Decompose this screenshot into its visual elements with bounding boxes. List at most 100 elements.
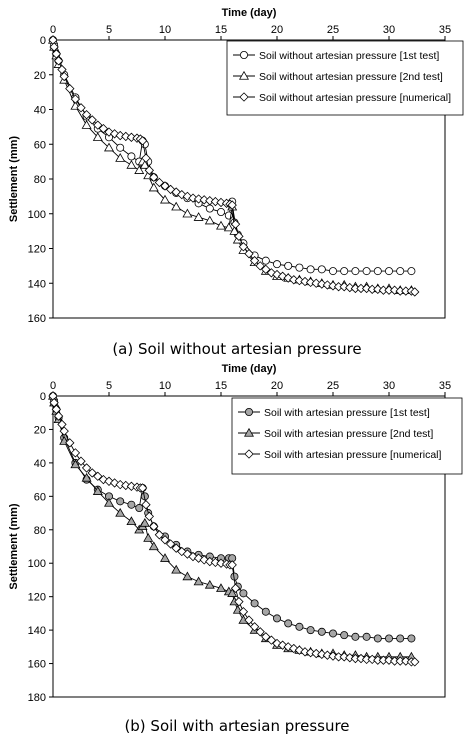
x-tick-label: 10 bbox=[159, 380, 171, 392]
data-point-diamond bbox=[328, 651, 338, 661]
x-tick-label: 10 bbox=[159, 24, 171, 36]
data-point-triangle bbox=[92, 132, 103, 141]
data-point-diamond bbox=[216, 558, 226, 568]
y-tick-label: 120 bbox=[28, 592, 46, 604]
data-point-triangle bbox=[104, 497, 114, 507]
data-point-diamond bbox=[322, 280, 333, 290]
data-point-diamond bbox=[70, 448, 81, 458]
data-point-circle bbox=[317, 627, 326, 636]
legend: Soil without artesian pressure [1st test… bbox=[226, 40, 464, 116]
data-point-diamond bbox=[149, 521, 159, 532]
chart-caption: (a) Soil without artesian pressure bbox=[112, 340, 361, 358]
x-axis-title: Time (day) bbox=[222, 363, 277, 375]
data-point-diamond bbox=[339, 652, 349, 662]
data-point-diamond bbox=[57, 64, 67, 75]
data-point-diamond bbox=[216, 197, 226, 208]
data-point-diamond bbox=[367, 654, 377, 665]
data-point-diamond bbox=[154, 530, 165, 540]
data-point-circle bbox=[272, 260, 281, 269]
data-point-circle bbox=[250, 599, 259, 608]
data-point-diamond bbox=[300, 276, 310, 287]
legend-label: Soil with artesian pressure [numerical] bbox=[264, 449, 441, 461]
data-point-diamond bbox=[210, 196, 221, 207]
data-point-triangle bbox=[104, 142, 114, 152]
data-point-diamond bbox=[300, 647, 310, 657]
data-point-triangle bbox=[81, 472, 92, 482]
y-tick-label: 0 bbox=[40, 35, 46, 47]
data-point-circle bbox=[407, 634, 416, 643]
data-point-circle bbox=[284, 619, 293, 628]
y-tick-label: 100 bbox=[28, 209, 46, 221]
data-point-triangle bbox=[115, 507, 126, 517]
data-point-diamond bbox=[317, 649, 327, 660]
data-point-diamond bbox=[81, 463, 92, 473]
data-point-diamond bbox=[249, 255, 260, 266]
data-point-diamond bbox=[244, 615, 254, 625]
data-point-circle bbox=[340, 631, 349, 640]
data-point-diamond bbox=[70, 94, 81, 104]
data-point-triangle bbox=[115, 153, 126, 162]
data-point-diamond bbox=[115, 130, 125, 141]
data-point-diamond bbox=[171, 543, 181, 553]
data-point-diamond bbox=[384, 655, 394, 665]
data-point-diamond bbox=[87, 115, 97, 125]
data-point-diamond bbox=[389, 285, 400, 295]
legend-marker-triangle bbox=[239, 70, 249, 80]
data-point-circle bbox=[340, 267, 349, 276]
x-axis-title: Time (day) bbox=[222, 7, 277, 19]
x-tick-label: 35 bbox=[439, 380, 451, 392]
data-point-diamond bbox=[121, 480, 131, 491]
data-point-circle bbox=[135, 504, 144, 513]
data-point-diamond bbox=[126, 132, 137, 142]
data-point-diamond bbox=[227, 200, 237, 210]
plot-frame bbox=[52, 395, 446, 698]
data-point-circle bbox=[216, 208, 225, 217]
data-point-diamond bbox=[322, 650, 333, 660]
legend-box bbox=[226, 40, 464, 116]
x-tick-label: 0 bbox=[50, 380, 56, 392]
data-point-circle bbox=[384, 267, 393, 276]
data-point-circle bbox=[261, 256, 270, 265]
data-point-diamond bbox=[261, 264, 271, 275]
data-point-triangle bbox=[126, 516, 137, 526]
legend-marker-diamond bbox=[244, 449, 254, 459]
data-point-circle bbox=[295, 263, 304, 272]
data-point-triangle bbox=[193, 212, 204, 221]
data-point-diamond bbox=[356, 653, 366, 664]
data-point-circle bbox=[127, 500, 136, 509]
legend-marker-circle bbox=[244, 407, 253, 416]
data-point-circle bbox=[351, 632, 360, 641]
data-point-circle bbox=[116, 497, 125, 506]
y-tick-label: 80 bbox=[34, 174, 46, 186]
data-point-diamond bbox=[76, 103, 86, 113]
y-tick-label: 0 bbox=[40, 391, 46, 403]
data-point-triangle bbox=[81, 120, 92, 129]
chart-a: 0 5 10 15 20 25 30 35 0 20 40 60 80 100 120 140 160 Time … bbox=[8, 7, 464, 358]
data-point-diamond bbox=[230, 583, 241, 593]
data-point-diamond bbox=[57, 419, 67, 430]
data-point-diamond bbox=[289, 643, 299, 654]
data-point-diamond bbox=[205, 196, 215, 206]
data-point-diamond bbox=[141, 500, 151, 510]
data-point-triangle bbox=[143, 533, 154, 542]
y-tick-label: 40 bbox=[34, 458, 46, 470]
data-point-diamond bbox=[53, 411, 64, 421]
data-point-circle bbox=[317, 265, 326, 274]
legend-marker-diamond bbox=[239, 92, 249, 102]
series-diamond bbox=[48, 35, 420, 297]
data-point-triangle bbox=[204, 579, 215, 589]
data-point-circle bbox=[306, 626, 315, 635]
data-point-triangle bbox=[148, 541, 159, 551]
data-point-diamond bbox=[188, 551, 198, 562]
data-point-triangle bbox=[139, 517, 150, 527]
data-point-diamond bbox=[49, 398, 59, 408]
data-point-triangle bbox=[126, 159, 137, 169]
legend-label: Soil with artesian pressure [2nd test] bbox=[264, 428, 433, 440]
data-point-diamond bbox=[193, 194, 204, 204]
data-point-diamond bbox=[234, 231, 244, 242]
data-point-diamond bbox=[255, 261, 265, 271]
data-point-diamond bbox=[283, 273, 293, 283]
x-tick-label: 15 bbox=[215, 24, 227, 36]
data-point-diamond bbox=[81, 110, 92, 120]
data-point-triangle bbox=[182, 208, 193, 218]
